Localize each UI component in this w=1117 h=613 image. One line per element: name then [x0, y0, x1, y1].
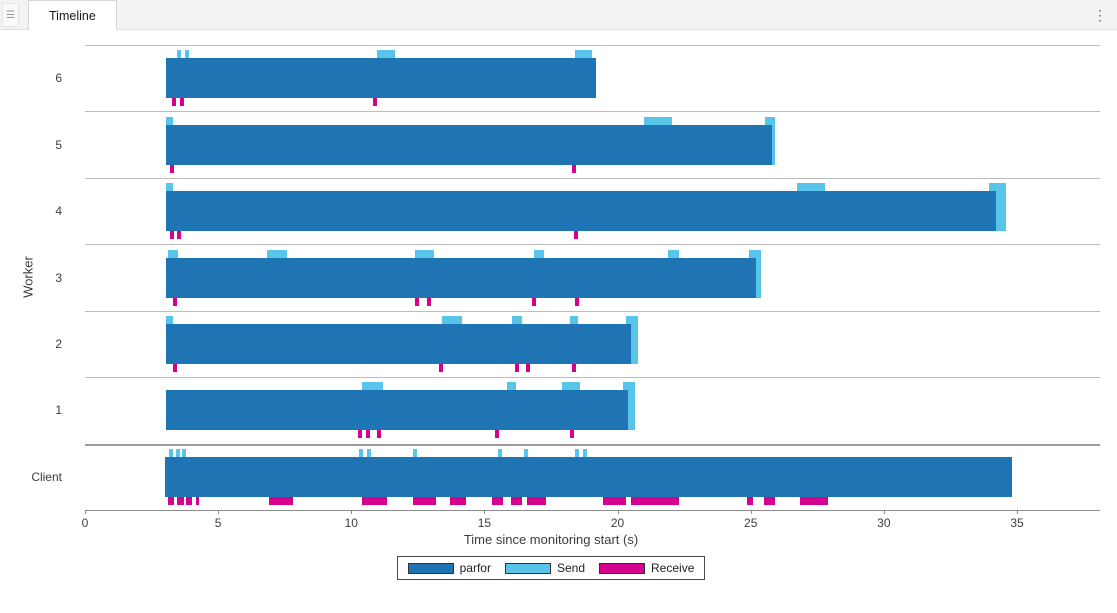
y-tick-label: 1	[55, 403, 62, 418]
y-tick-label: Client	[31, 469, 62, 484]
x-tick	[218, 510, 220, 514]
x-tick-label: 30	[877, 516, 891, 530]
tab-options-icon[interactable]: ⋮	[1093, 6, 1107, 23]
row-separator	[85, 111, 1100, 113]
legend-label: parfor	[459, 561, 491, 575]
x-tick-label: 5	[214, 516, 222, 530]
legend-swatch	[407, 562, 454, 574]
x-tick	[617, 510, 619, 514]
x-tick	[351, 510, 353, 514]
x-tick-label: 35	[1010, 516, 1024, 530]
y-tick-label: 6	[55, 71, 62, 86]
row-separator	[85, 177, 1100, 179]
legend-item: Send	[504, 561, 586, 575]
legend-box: parfor Send Receive	[396, 556, 706, 580]
x-tick-label: 15	[477, 516, 492, 530]
legend-swatch	[599, 562, 646, 574]
y-tick-label: 3	[55, 270, 62, 285]
x-tick	[1017, 510, 1018, 514]
row-separator	[85, 244, 1100, 246]
x-tick-label: 0	[81, 516, 89, 530]
tab-timeline-label: Timeline	[49, 8, 96, 23]
row-separator	[85, 45, 1100, 46]
timeline-chart: Worker 6 5 4 3 2 1 Client 0 5 10 15 20 25 30 35 Time …	[0, 30, 1117, 613]
parfor-bar	[166, 191, 996, 232]
row-separator	[85, 310, 1100, 312]
parfor-bar	[166, 257, 757, 298]
row-separator	[85, 377, 1100, 379]
parfor-bar	[164, 456, 1012, 497]
legend-label: Receive	[651, 561, 695, 575]
x-axis-line	[85, 510, 1100, 511]
y-tick-label: 4	[55, 204, 62, 219]
legend-item: Receive	[599, 561, 694, 575]
tab-bar: ☰ Timeline ⋮	[0, 0, 1117, 30]
legend-swatch	[504, 562, 551, 574]
x-tick-label: 20	[610, 516, 625, 530]
plot-area	[85, 45, 1100, 514]
legend-label: Send	[556, 561, 586, 575]
x-tick-label: 10	[344, 516, 358, 530]
send-mark	[622, 382, 635, 431]
parfor-bar	[166, 390, 629, 431]
parfor-bar	[166, 323, 631, 364]
y-axis-tick-labels: 6 5 4 3 2 1 Client	[0, 45, 72, 510]
panel-grip-icon[interactable]: ☰	[2, 3, 19, 27]
x-tick	[750, 510, 752, 514]
row-separator	[85, 443, 1100, 446]
y-tick-label: 5	[55, 137, 62, 152]
x-tick	[85, 510, 86, 514]
parfor-bar	[166, 58, 597, 99]
x-tick	[883, 510, 885, 514]
x-tick	[484, 510, 486, 514]
x-axis-title: Time since monitoring start (s)	[463, 532, 639, 547]
parfor-bar	[166, 124, 772, 165]
legend-item: parfor	[407, 561, 491, 575]
tab-timeline[interactable]: Timeline	[28, 0, 117, 30]
y-tick-label: 2	[55, 336, 62, 351]
send-mark	[625, 315, 638, 364]
x-axis-tick-labels: 0 5 10 15 20 25 30 35	[81, 516, 1100, 532]
x-tick-label: 25	[744, 516, 758, 530]
legend: parfor Send Receive	[85, 556, 1017, 580]
